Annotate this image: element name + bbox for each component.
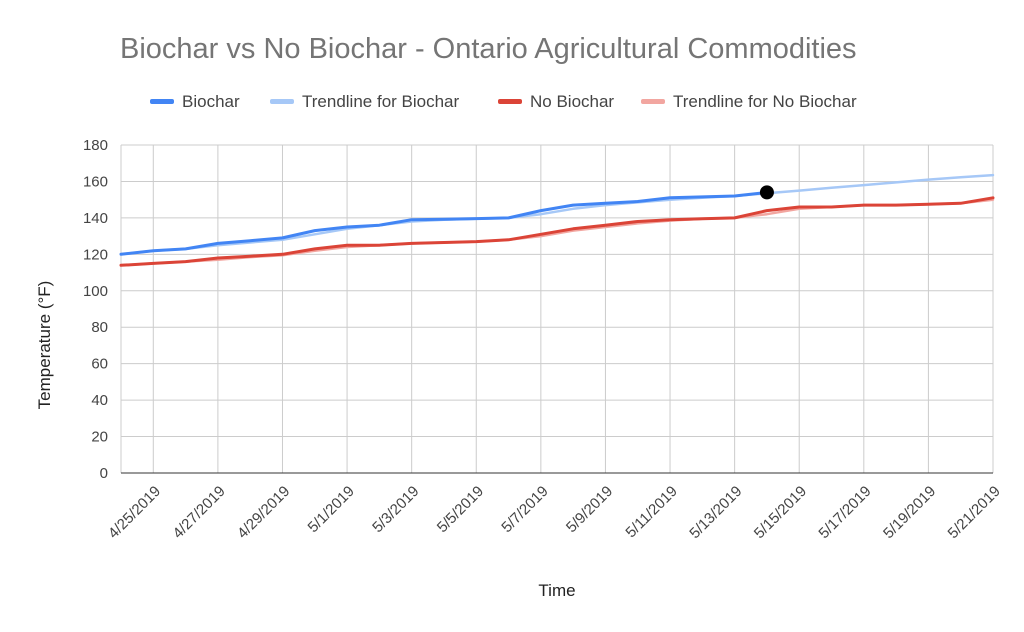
legend-label-1: Trendline for Biochar xyxy=(302,92,460,111)
y-tick-label: 80 xyxy=(91,319,108,336)
x-tick-label: 5/19/2019 xyxy=(880,483,939,542)
series-line-0 xyxy=(119,190,769,256)
x-tick-label: 4/29/2019 xyxy=(234,483,293,542)
y-tick-label: 0 xyxy=(100,465,108,482)
x-tick-label: 5/1/2019 xyxy=(305,483,358,536)
gridlines xyxy=(120,144,994,473)
x-axis-ticks: 4/25/2019 4/27/2019 4/29/2019 5/1/2019 5/3/2… xyxy=(105,483,1004,542)
x-tick-label: 5/9/2019 xyxy=(563,483,616,536)
highlight-marker xyxy=(759,185,774,200)
legend-label-3: Trendline for No Biochar xyxy=(673,92,857,111)
x-tick-label: 5/11/2019 xyxy=(622,483,680,541)
series-line-trend-1 xyxy=(119,173,995,256)
y-axis-ticks: 0 20 40 60 80 100 120 140 160 180 xyxy=(83,137,108,482)
legend-swatch-0 xyxy=(150,99,174,104)
legend-swatch-3 xyxy=(641,99,665,104)
y-tick-label: 140 xyxy=(83,210,108,227)
chart-title: Biochar vs No Biochar - Ontario Agricult… xyxy=(120,33,857,65)
x-tick-label: 5/5/2019 xyxy=(434,483,487,536)
legend-swatch-1 xyxy=(270,99,294,104)
x-tick-label: 4/25/2019 xyxy=(105,483,164,542)
x-tick-label: 5/15/2019 xyxy=(751,483,810,542)
legend-swatch-2 xyxy=(498,99,522,104)
x-tick-label: 5/13/2019 xyxy=(686,483,745,542)
y-tick-label: 180 xyxy=(83,137,108,154)
series-lines xyxy=(119,173,995,267)
y-tick-label: 60 xyxy=(91,356,108,373)
y-axis-title: Temperature (°F) xyxy=(35,281,54,410)
x-axis-title: Time xyxy=(538,581,575,600)
y-tick-label: 160 xyxy=(83,173,108,190)
y-tick-label: 40 xyxy=(91,392,108,409)
y-tick-label: 120 xyxy=(83,246,108,263)
highlight-point xyxy=(759,185,774,200)
x-tick-label: 5/7/2019 xyxy=(498,483,551,536)
y-tick-label: 100 xyxy=(83,283,108,300)
x-tick-label: 4/27/2019 xyxy=(170,483,229,542)
x-tick-label: 5/3/2019 xyxy=(369,483,422,536)
series-line-2 xyxy=(119,196,995,267)
x-tick-label: 5/17/2019 xyxy=(815,483,874,542)
legend-label-0: Biochar xyxy=(182,92,240,111)
y-tick-label: 20 xyxy=(91,429,108,446)
legend-label-2: No Biochar xyxy=(530,92,614,111)
legend: Biochar Trendline for Biochar No Biochar Tr… xyxy=(150,92,857,111)
x-tick-label: 5/21/2019 xyxy=(945,483,1004,542)
